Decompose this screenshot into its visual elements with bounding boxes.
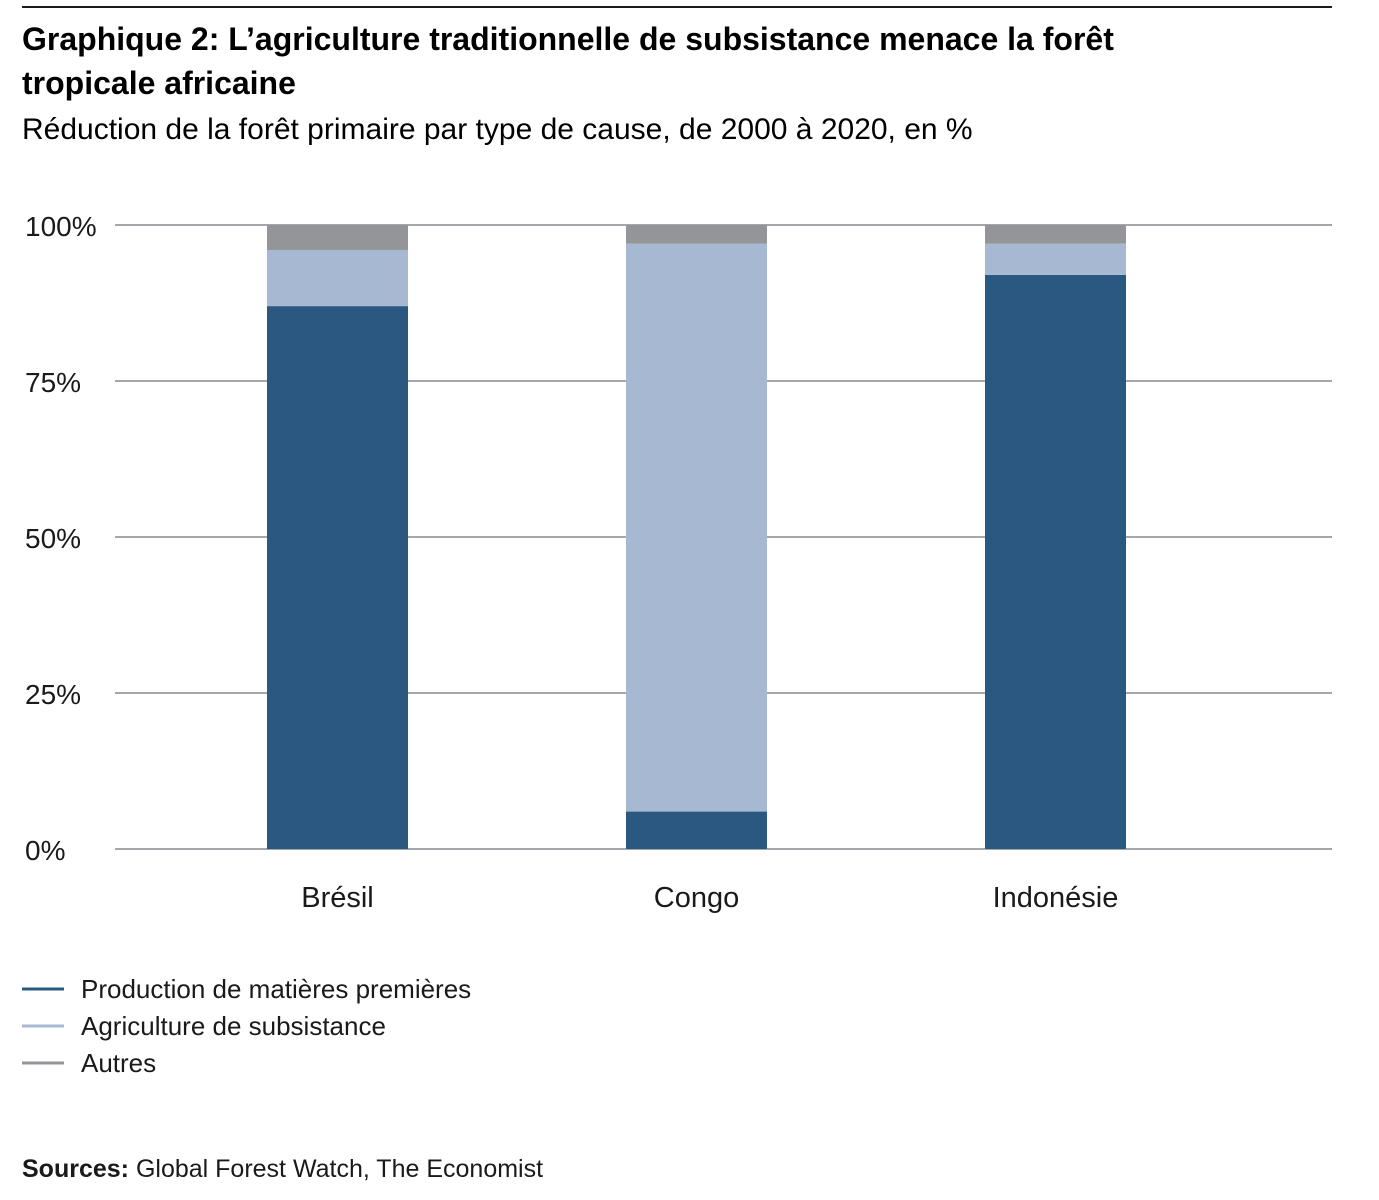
bar-segment — [267, 225, 408, 250]
source-text: Global Forest Watch, The Economist — [136, 1155, 543, 1183]
legend-label: Production de matières premières — [81, 974, 471, 1004]
bars — [267, 225, 1126, 849]
y-tick-label: 50% — [25, 523, 81, 554]
y-tick-label: 100% — [25, 211, 97, 242]
source-label: Sources: — [22, 1155, 129, 1183]
source-note: Sources: Global Forest Watch, The Econom… — [22, 1155, 543, 1183]
bar-segment — [267, 249, 408, 307]
bar-segment — [626, 811, 767, 849]
bar-segment — [985, 225, 1126, 244]
x-axis: Brésil Congo Indonésie — [301, 882, 1118, 914]
bar-segment — [985, 243, 1126, 275]
y-tick-label: 0% — [25, 835, 65, 866]
bar-segment — [626, 243, 767, 812]
chart-title-line-2: tropicale africaine — [22, 65, 296, 101]
y-tick-label: 75% — [25, 367, 81, 398]
legend-label: Autres — [81, 1048, 156, 1078]
legend-label: Agriculture de subsistance — [81, 1011, 386, 1041]
legend: Production de matières premières Agricult… — [22, 974, 471, 1078]
y-tick-label: 25% — [25, 679, 81, 710]
x-tick-label: Brésil — [301, 882, 374, 914]
x-tick-label: Indonésie — [993, 882, 1119, 914]
chart-subtitle: Réduction de la forêt primaire par type … — [22, 113, 973, 146]
y-axis: 0% 25% 50% 75% 100% — [25, 211, 97, 866]
bar-segment — [626, 225, 767, 244]
x-tick-label: Congo — [654, 882, 739, 914]
bar-segment — [267, 306, 408, 849]
chart-title-line-1: Graphique 2: L’agriculture traditionnell… — [22, 21, 1114, 57]
bar-segment — [985, 274, 1126, 849]
